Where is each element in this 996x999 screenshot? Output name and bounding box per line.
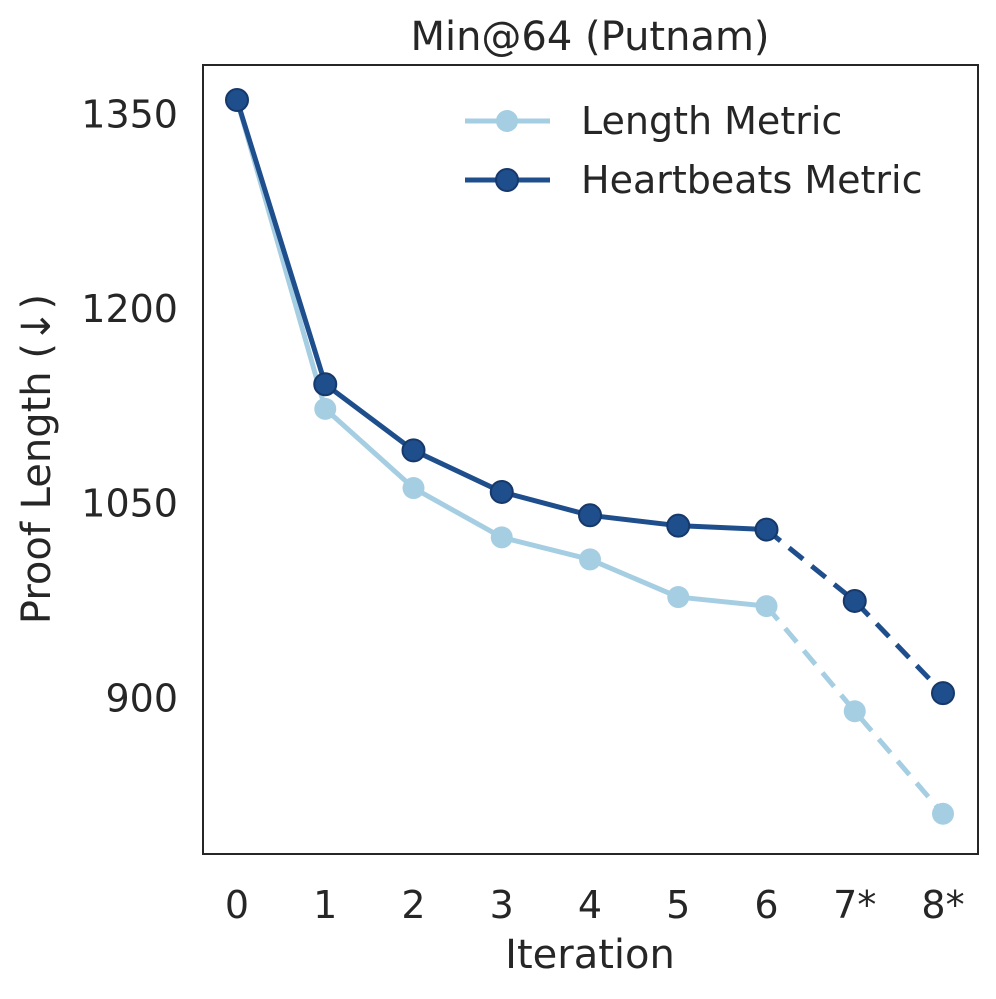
y-tick-label: 1200 (81, 287, 178, 331)
y-tick-label: 1350 (81, 92, 178, 136)
data-point (225, 88, 249, 113)
legend-marker (495, 168, 519, 192)
x-tick-label: 1 (313, 883, 337, 927)
data-point (402, 477, 425, 500)
data-point (843, 700, 866, 723)
data-point (489, 479, 514, 504)
series-line-dashed (764, 604, 945, 816)
x-tick-label: 3 (490, 883, 514, 927)
y-tick-label: 900 (105, 676, 178, 720)
x-tick-label: 5 (666, 883, 690, 927)
data-point (579, 548, 601, 571)
series-heartbeats-metric (225, 88, 955, 706)
x-tick-label: 0 (225, 883, 249, 927)
data-point (666, 513, 691, 538)
legend-marker (496, 110, 518, 132)
data-point (755, 595, 778, 618)
legend: Length Metric Heartbeats Metric (465, 99, 922, 202)
chart-title: Min@64 (Putnam) (410, 14, 769, 60)
x-tick-label: 4 (578, 883, 602, 927)
data-point (313, 372, 338, 397)
data-point (667, 586, 690, 609)
x-axis-label: Iteration (505, 932, 675, 978)
data-point (490, 526, 513, 549)
data-point (578, 503, 602, 528)
data-point (314, 397, 337, 420)
data-point (931, 681, 955, 706)
x-tick-label: 6 (754, 883, 778, 927)
series-length-metric (226, 89, 954, 825)
axes-layer: 0 1 2 3 4 5 6 7* 8* 900 1050 1200 1350 (81, 92, 964, 927)
data-point (754, 517, 779, 542)
x-tick-label: 8* (921, 883, 964, 927)
x-tick-label: 2 (401, 883, 425, 927)
legend-label: Heartbeats Metric (581, 158, 922, 202)
legend-label: Length Metric (581, 99, 842, 143)
plot-area-border (202, 64, 979, 855)
data-point (842, 588, 867, 613)
y-axis-label: Proof Length (↓) (14, 294, 60, 624)
y-tick-label: 1050 (81, 482, 178, 526)
plot-frame (202, 64, 979, 855)
data-point (932, 802, 954, 825)
series-line-dashed (764, 527, 945, 695)
series-layer (225, 88, 955, 825)
data-point (401, 438, 426, 463)
x-tick-label: 7* (833, 883, 876, 927)
